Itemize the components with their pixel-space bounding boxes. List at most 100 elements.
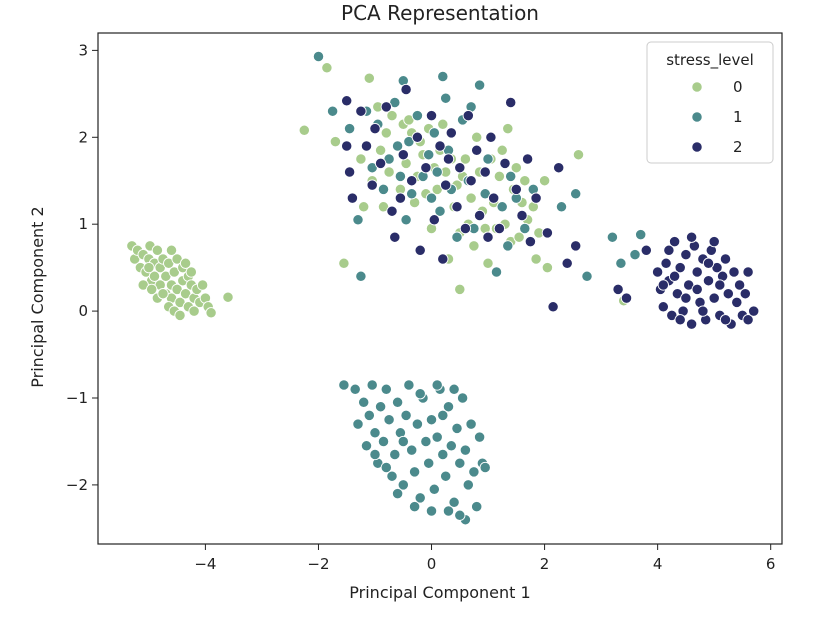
point-s2-88 — [516, 209, 528, 222]
point-s0-112 — [541, 261, 554, 274]
point-s1-107 — [391, 140, 404, 152]
point-s2-31 — [731, 296, 743, 309]
point-s1-93 — [482, 153, 494, 165]
point-s2-53 — [346, 192, 359, 204]
point-s0-52 — [355, 153, 367, 165]
point-s2-63 — [400, 83, 412, 96]
point-s0-45 — [179, 257, 192, 269]
point-s2-5 — [657, 301, 669, 313]
point-s2-95 — [561, 257, 573, 269]
point-s2-86 — [505, 96, 517, 109]
point-s0-53 — [358, 201, 370, 213]
point-s2-44 — [668, 270, 681, 282]
point-s1-98 — [519, 222, 531, 235]
point-s1-43 — [471, 500, 483, 513]
point-s1-105 — [629, 248, 641, 261]
point-s0-49 — [143, 261, 155, 274]
point-s1-63 — [352, 214, 364, 226]
point-s2-30 — [728, 266, 740, 278]
point-s1-101 — [570, 188, 582, 200]
point-s2-92 — [541, 227, 554, 239]
series-0 — [126, 62, 630, 322]
point-s2-47 — [714, 279, 726, 291]
point-s2-61 — [389, 231, 401, 243]
point-s2-39 — [674, 314, 686, 326]
point-s0-33 — [196, 279, 209, 291]
point-s1-79 — [425, 192, 438, 204]
point-s2-85 — [499, 157, 511, 170]
point-s1-14 — [389, 448, 401, 461]
point-s0-50 — [298, 124, 310, 136]
point-s2-32 — [733, 279, 746, 291]
legend: stress_level 0 1 2 — [646, 41, 774, 164]
point-s0-37 — [222, 291, 234, 303]
point-s0-106 — [519, 175, 531, 187]
point-s0-46 — [185, 266, 197, 278]
point-s1-28 — [428, 483, 440, 495]
point-s1-17 — [397, 479, 409, 491]
point-s2-13 — [680, 248, 692, 261]
point-s1-76 — [411, 109, 424, 122]
point-s2-35 — [742, 314, 754, 326]
point-s0-97 — [493, 170, 506, 183]
point-s0-117 — [329, 135, 342, 148]
point-s2-55 — [360, 140, 373, 152]
point-s0-87 — [465, 192, 477, 204]
point-s1-56 — [414, 388, 426, 400]
point-s1-26 — [423, 457, 435, 469]
point-s2-99 — [482, 231, 494, 243]
point-s1-82 — [434, 205, 446, 217]
point-s2-28 — [722, 288, 734, 300]
point-s1-71 — [394, 170, 407, 183]
point-s0-88 — [468, 240, 480, 252]
point-s1-73 — [400, 214, 412, 226]
point-s1-27 — [425, 414, 438, 426]
point-s0-39 — [146, 283, 158, 296]
point-s0-30 — [188, 305, 200, 317]
point-s2-81 — [479, 166, 491, 178]
point-s1-61 — [326, 105, 339, 117]
point-s2-84 — [493, 222, 506, 235]
point-s1-52 — [454, 509, 466, 521]
points-layer — [126, 50, 760, 526]
point-s2-90 — [524, 235, 537, 248]
point-s1-34 — [445, 440, 457, 452]
point-s2-62 — [397, 149, 409, 161]
point-s1-57 — [431, 379, 443, 391]
y-axis-label: Principal Component 2 — [28, 206, 47, 387]
y-tick-label: 2 — [78, 128, 88, 146]
point-s1-59 — [397, 435, 409, 448]
point-s1-5 — [363, 409, 375, 422]
point-s1-20 — [406, 444, 418, 456]
point-s1-18 — [400, 409, 412, 422]
point-s1-48 — [391, 487, 404, 500]
y-tick-label: 0 — [78, 302, 88, 320]
point-s0-51 — [321, 62, 333, 74]
point-s1-33 — [442, 401, 455, 413]
x-tick-label: −4 — [194, 555, 216, 573]
point-s1-50 — [425, 505, 438, 517]
point-s2-87 — [510, 183, 522, 196]
point-s1-96 — [502, 240, 514, 252]
point-s2-50 — [341, 95, 353, 107]
point-s0-59 — [380, 127, 392, 139]
point-s2-75 — [454, 162, 466, 174]
point-s1-10 — [377, 435, 390, 448]
point-s1-35 — [448, 496, 460, 508]
point-s1-25 — [420, 435, 432, 448]
legend-marker-1 — [691, 111, 703, 123]
point-s2-43 — [719, 314, 732, 326]
point-s1-62 — [343, 122, 356, 135]
y-tick-label: −1 — [66, 389, 88, 407]
point-s1-53 — [380, 461, 392, 474]
point-s0-10 — [151, 244, 164, 256]
point-s1-100 — [555, 201, 568, 213]
point-s1-80 — [428, 127, 440, 139]
point-s2-9 — [668, 235, 681, 248]
point-s1-36 — [451, 422, 463, 435]
y-tick-label: −2 — [66, 476, 88, 494]
legend-label-0: 0 — [733, 78, 743, 96]
point-s1-21 — [408, 466, 421, 478]
point-s2-60 — [386, 205, 398, 217]
point-s1-22 — [411, 418, 424, 430]
